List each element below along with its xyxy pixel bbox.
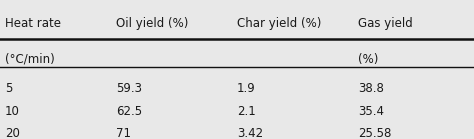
Text: Heat rate: Heat rate — [5, 17, 61, 30]
Text: 71: 71 — [116, 127, 131, 139]
Text: 35.4: 35.4 — [358, 105, 384, 118]
Text: 1.9: 1.9 — [237, 82, 256, 95]
Text: Gas yield: Gas yield — [358, 17, 413, 30]
Text: (°C/min): (°C/min) — [5, 53, 55, 66]
Text: Oil yield (%): Oil yield (%) — [116, 17, 189, 30]
Text: 10: 10 — [5, 105, 19, 118]
Text: 5: 5 — [5, 82, 12, 95]
Text: 3.42: 3.42 — [237, 127, 263, 139]
Text: 20: 20 — [5, 127, 19, 139]
Text: (%): (%) — [358, 53, 378, 66]
Text: 59.3: 59.3 — [116, 82, 142, 95]
Text: 38.8: 38.8 — [358, 82, 384, 95]
Text: 25.58: 25.58 — [358, 127, 391, 139]
Text: 62.5: 62.5 — [116, 105, 142, 118]
Text: Char yield (%): Char yield (%) — [237, 17, 321, 30]
Text: 2.1: 2.1 — [237, 105, 256, 118]
